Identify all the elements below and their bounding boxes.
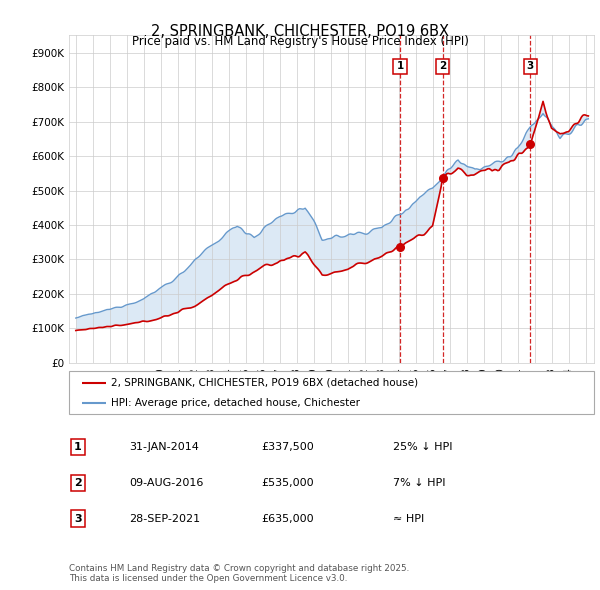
Text: 25% ↓ HPI: 25% ↓ HPI [393,442,452,451]
Text: 7% ↓ HPI: 7% ↓ HPI [393,478,445,487]
Text: Contains HM Land Registry data © Crown copyright and database right 2025.
This d: Contains HM Land Registry data © Crown c… [69,563,409,583]
Text: HPI: Average price, detached house, Chichester: HPI: Average price, detached house, Chic… [111,398,360,408]
Text: Price paid vs. HM Land Registry's House Price Index (HPI): Price paid vs. HM Land Registry's House … [131,35,469,48]
Text: £635,000: £635,000 [261,514,314,523]
Text: £535,000: £535,000 [261,478,314,487]
Text: 28-SEP-2021: 28-SEP-2021 [129,514,200,523]
FancyBboxPatch shape [69,371,594,414]
Text: 2, SPRINGBANK, CHICHESTER, PO19 6BX (detached house): 2, SPRINGBANK, CHICHESTER, PO19 6BX (det… [111,378,418,388]
Text: 1: 1 [74,442,82,451]
Text: 31-JAN-2014: 31-JAN-2014 [129,442,199,451]
Text: 3: 3 [74,514,82,523]
Text: 1: 1 [397,61,404,71]
Text: 2: 2 [74,478,82,487]
Text: 2: 2 [439,61,446,71]
Text: 2, SPRINGBANK, CHICHESTER, PO19 6BX: 2, SPRINGBANK, CHICHESTER, PO19 6BX [151,24,449,38]
Text: 3: 3 [527,61,534,71]
Text: £337,500: £337,500 [261,442,314,451]
Text: ≈ HPI: ≈ HPI [393,514,424,523]
Text: 09-AUG-2016: 09-AUG-2016 [129,478,203,487]
